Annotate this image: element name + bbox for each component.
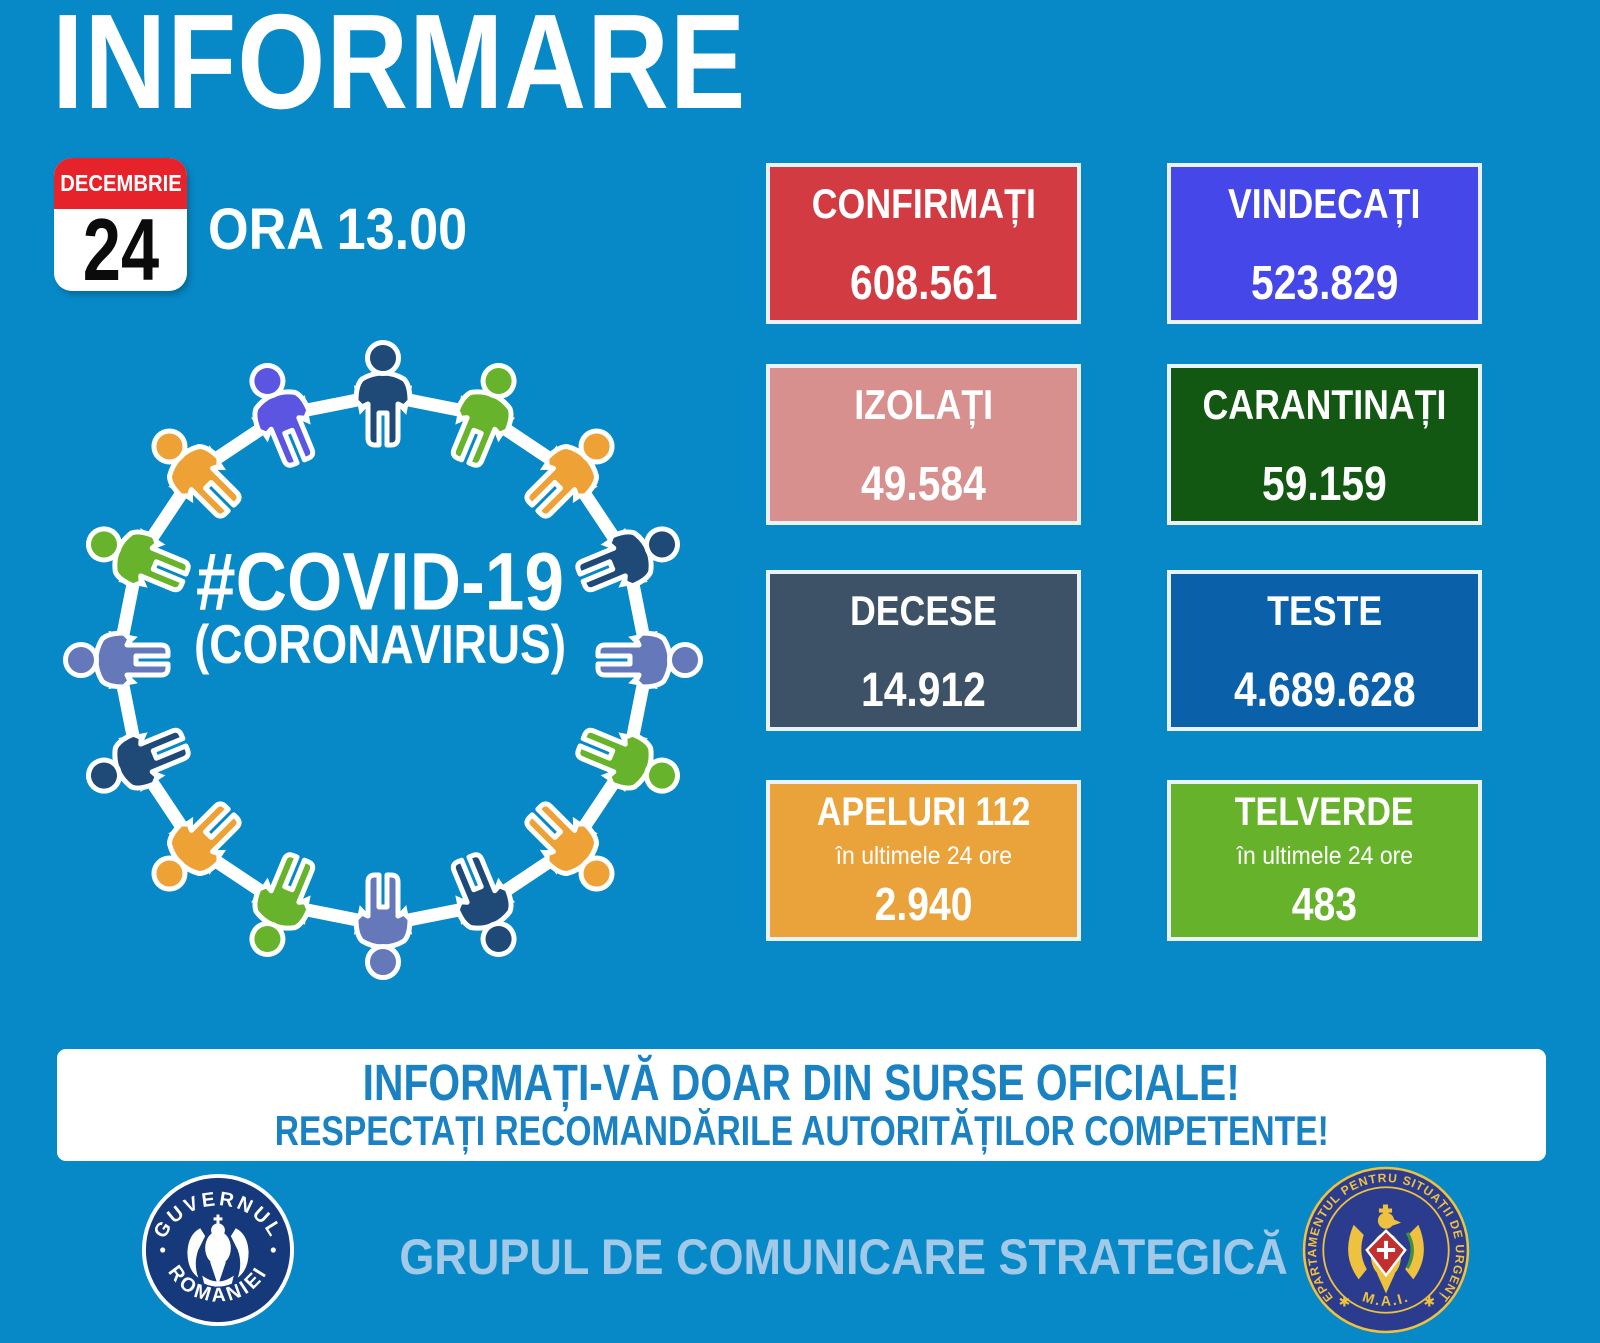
person-icon — [575, 526, 681, 593]
calendar-month: DECEMBRIE — [54, 158, 187, 209]
banner-line1: INFORMAȚI-VĂ DOAR DIN SURSE OFICIALE! — [362, 1053, 1241, 1111]
card-label: DECESE — [850, 587, 997, 634]
dsu-star-right: ✱ — [1423, 1295, 1435, 1311]
person-icon — [524, 428, 615, 519]
card-label: TELVERDE — [1235, 790, 1414, 834]
dsu-eagle-emblem — [1348, 1204, 1424, 1294]
person-icon — [151, 801, 242, 892]
card-label: IZOLAȚI — [854, 381, 993, 428]
person-icon — [450, 852, 517, 958]
card-value: 4.689.628 — [1233, 664, 1416, 717]
card-value: 608.561 — [849, 257, 998, 310]
person-icon — [249, 362, 316, 468]
stat-card-izolati: IZOLAȚI 49.584 — [766, 364, 1081, 525]
guvernul-romaniei-logo: GUVERNUL ROMÂNIEI — [141, 1173, 295, 1327]
footer-strategic-group-label: GRUPUL DE COMUNICARE STRATEGICĂ — [399, 1229, 1288, 1285]
person-icon — [353, 340, 413, 448]
stat-card-decese: DECESE 14.912 — [766, 570, 1081, 731]
card-value: 14.912 — [861, 664, 986, 717]
stat-card-teste: TESTE 4.689.628 — [1167, 570, 1482, 731]
covid-people-circle-diagram: #COVID-19 (CORONAVIRUS) — [63, 340, 703, 980]
banner-line2: RESPECTAȚI RECOMANDĂRILE AUTORITĂȚILOR C… — [274, 1106, 1329, 1154]
card-label: TESTE — [1266, 587, 1383, 634]
stat-card-apeluri-112: APELURI 112 în ultimele 24 ore 2.940 — [766, 780, 1081, 941]
card-label: APELURI 112 — [816, 790, 1031, 834]
card-subtitle: în ultimele 24 ore — [1236, 842, 1413, 870]
stat-card-confirmati: CONFIRMAȚI 608.561 — [766, 163, 1081, 324]
official-sources-banner: INFORMAȚI-VĂ DOAR DIN SURSE OFICIALE! RE… — [57, 1049, 1546, 1161]
person-icon — [575, 727, 681, 794]
stat-card-vindecati: VINDECAȚI 523.829 — [1167, 163, 1482, 324]
person-icon — [353, 872, 413, 980]
person-icon — [85, 727, 191, 794]
card-value: 523.829 — [1250, 257, 1399, 310]
card-value: 2.940 — [874, 878, 973, 930]
card-label: VINDECAȚI — [1228, 180, 1421, 227]
card-value: 483 — [1291, 878, 1358, 930]
person-icon — [85, 526, 191, 593]
person-icon — [524, 801, 615, 892]
stat-card-telverde: TELVERDE în ultimele 24 ore 483 — [1167, 780, 1482, 941]
dsu-star-left: ✱ — [1338, 1295, 1350, 1311]
svg-text:M.A.I.: M.A.I. — [1360, 1289, 1411, 1309]
page-title: INFORMARE — [52, 0, 747, 137]
card-value: 59.159 — [1262, 458, 1387, 511]
person-icon — [249, 852, 316, 958]
romania-eagle-emblem — [187, 1214, 249, 1287]
person-icon — [63, 630, 171, 690]
covid-hashtag-label: #COVID-19 — [196, 537, 564, 628]
dsu-logo-bottom-text: M.A.I. — [1360, 1289, 1409, 1309]
stat-card-carantinati: CARANTINAȚI 59.159 — [1167, 364, 1482, 525]
card-label: CARANTINAȚI — [1202, 381, 1447, 428]
coronavirus-label: (CORONAVIRUS) — [194, 613, 566, 675]
person-icon — [595, 630, 703, 690]
card-label: CONFIRMAȚI — [811, 180, 1036, 227]
calendar-day: 24 — [82, 200, 159, 292]
people-layer — [63, 340, 703, 980]
calendar-badge: DECEMBRIE 24 — [54, 158, 187, 291]
card-value: 49.584 — [861, 458, 986, 511]
dsu-mai-logo: DEPARTAMENTUL PENTRU SITUAȚII DE URGENȚA… — [1300, 1164, 1470, 1334]
card-subtitle: în ultimele 24 ore — [835, 842, 1012, 870]
person-icon — [450, 362, 517, 468]
person-icon — [151, 428, 242, 519]
time-label: ORA 13.00 — [208, 197, 468, 262]
